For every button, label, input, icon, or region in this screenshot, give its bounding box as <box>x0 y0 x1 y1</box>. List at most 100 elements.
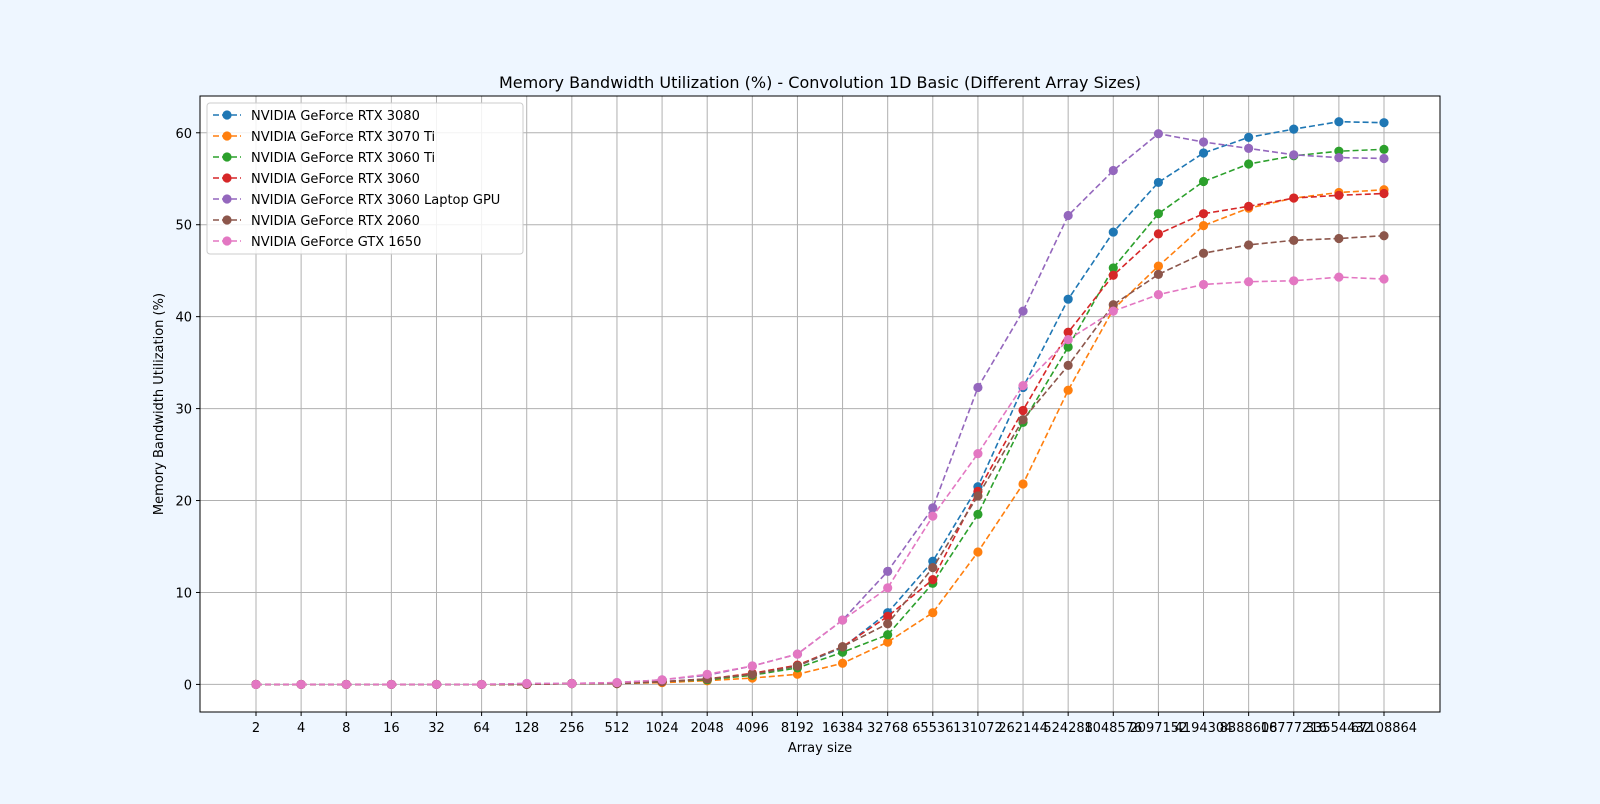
data-point <box>1108 306 1118 316</box>
y-axis-ticks: 0 10 20 30 40 50 60 <box>175 127 200 693</box>
data-point <box>1153 269 1163 279</box>
data-point <box>973 382 983 393</box>
data-point <box>928 556 938 566</box>
plot-frame <box>199 95 1441 713</box>
data-point <box>928 575 938 585</box>
y-tick-label: 50 <box>175 219 192 234</box>
data-point <box>1379 188 1389 199</box>
legend-item: NVIDIA GeForce RTX 3070 Ti <box>213 130 435 145</box>
data-point <box>1244 277 1254 287</box>
data-point <box>1153 129 1163 139</box>
data-point <box>1198 248 1209 258</box>
x-tick-label: 8192 <box>781 721 814 736</box>
data-point <box>928 503 938 513</box>
data-point <box>883 637 893 647</box>
x-tick-label: 4096 <box>736 721 769 736</box>
series-line <box>256 276 1385 686</box>
data-point <box>1063 335 1073 345</box>
data-point <box>792 669 803 679</box>
data-point <box>1379 231 1389 241</box>
data-point <box>837 658 848 668</box>
data-point <box>1063 294 1073 304</box>
legend-label: NVIDIA GeForce RTX 3080 <box>251 109 420 124</box>
legend-marker <box>222 173 232 183</box>
x-tick-label: 8 <box>342 721 350 736</box>
data-point <box>1334 153 1344 163</box>
data-point <box>973 449 983 459</box>
data-point <box>1289 124 1299 134</box>
legend-label: NVIDIA GeForce GTX 1650 <box>251 235 421 250</box>
data-point <box>1198 279 1209 290</box>
x-tick-label: 64 <box>473 721 490 736</box>
data-point <box>1063 342 1073 352</box>
y-tick-label: 20 <box>175 495 192 510</box>
y-tick-label: 10 <box>175 586 192 601</box>
data-point <box>657 675 667 685</box>
y-tick-label: 30 <box>175 403 192 418</box>
x-tick-label: 1048576 <box>1084 721 1142 736</box>
y-tick-label: 60 <box>175 127 192 142</box>
data-point <box>1334 117 1344 127</box>
data-point <box>1018 381 1028 391</box>
x-tick-label: 65536 <box>912 721 953 736</box>
data-point <box>296 679 306 690</box>
series-7 <box>251 272 1389 690</box>
data-point <box>1244 159 1254 169</box>
legend-marker <box>222 131 232 141</box>
legend-marker <box>222 236 232 246</box>
data-point <box>341 679 351 690</box>
data-point <box>1108 263 1118 273</box>
data-point <box>1334 272 1344 282</box>
data-point <box>747 669 757 679</box>
data-point <box>837 615 848 625</box>
x-tick-label: 262144 <box>998 721 1048 736</box>
data-point <box>1018 405 1028 416</box>
data-point <box>1063 360 1073 370</box>
data-point <box>1063 210 1073 221</box>
x-tick-label: 256 <box>559 721 584 736</box>
y-tick-label: 0 <box>184 678 192 693</box>
data-point <box>612 677 622 688</box>
x-tick-label: 131072 <box>953 721 1003 736</box>
data-point <box>1244 240 1254 250</box>
data-point <box>1379 274 1389 284</box>
data-point <box>973 547 983 557</box>
legend-marker <box>222 194 232 204</box>
legend-item: NVIDIA GeForce RTX 3060 Laptop GPU <box>213 193 500 208</box>
data-point <box>1244 132 1254 142</box>
data-point <box>1153 177 1163 188</box>
x-tick-label: 4 <box>297 721 305 736</box>
data-point <box>928 563 938 573</box>
series-layer <box>251 117 1389 690</box>
data-point <box>883 611 893 621</box>
x-tick-label: 33554432 <box>1306 721 1372 736</box>
legend-item: NVIDIA GeForce RTX 3060 <box>213 172 420 187</box>
y-axis-label: Memory Bandwidth Utilization (%) <box>152 293 167 515</box>
data-point <box>1334 233 1344 244</box>
x-axis-label: Array size <box>788 741 852 756</box>
x-tick-label: 16384 <box>822 721 863 736</box>
data-point <box>1018 306 1028 316</box>
data-point <box>1198 209 1209 219</box>
data-point <box>1198 221 1209 231</box>
series-line <box>256 234 1385 686</box>
data-point <box>1153 261 1163 271</box>
x-tick-label: 512 <box>605 721 630 736</box>
legend-marker <box>222 215 232 225</box>
legend-label: NVIDIA GeForce RTX 2060 <box>251 214 420 229</box>
data-point <box>1198 137 1209 147</box>
data-point <box>1108 227 1118 237</box>
data-point <box>928 511 938 521</box>
data-point <box>792 661 803 671</box>
data-point <box>1108 300 1118 310</box>
data-point <box>1108 165 1118 176</box>
legend-item: NVIDIA GeForce RTX 2060 <box>213 214 420 229</box>
chart-title: Memory Bandwidth Utilization (%) - Convo… <box>499 73 1141 92</box>
data-point <box>1379 144 1389 154</box>
data-point <box>1289 235 1299 245</box>
data-point <box>1153 229 1163 239</box>
x-tick-label: 128 <box>514 721 539 736</box>
data-point <box>1379 118 1389 128</box>
data-point <box>702 669 712 679</box>
